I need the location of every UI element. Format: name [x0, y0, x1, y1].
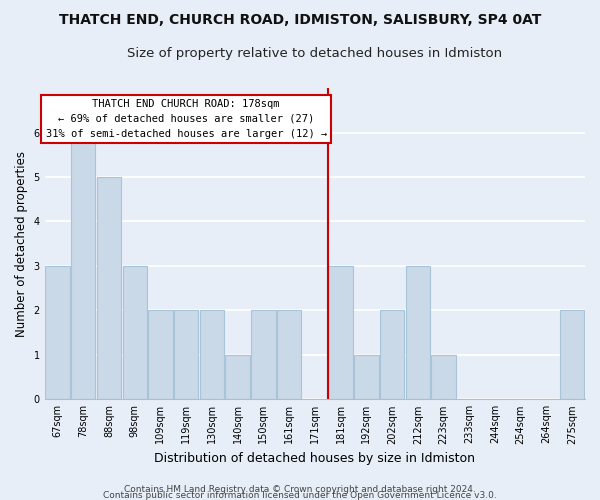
Text: THATCH END, CHURCH ROAD, IDMISTON, SALISBURY, SP4 0AT: THATCH END, CHURCH ROAD, IDMISTON, SALIS… [59, 12, 541, 26]
Bar [174, 310, 199, 400]
Bar [328, 266, 353, 400]
Bar [226, 355, 250, 400]
Bar [148, 310, 173, 400]
X-axis label: Distribution of detached houses by size in Idmiston: Distribution of detached houses by size … [154, 452, 475, 465]
Text: THATCH END CHURCH ROAD: 178sqm
← 69% of detached houses are smaller (27)
31% of : THATCH END CHURCH ROAD: 178sqm ← 69% of … [46, 99, 327, 139]
Bar [122, 266, 147, 400]
Bar [380, 310, 404, 400]
Bar [560, 310, 584, 400]
Bar [431, 355, 456, 400]
Bar [406, 266, 430, 400]
Text: Contains public sector information licensed under the Open Government Licence v3: Contains public sector information licen… [103, 490, 497, 500]
Title: Size of property relative to detached houses in Idmiston: Size of property relative to detached ho… [127, 48, 502, 60]
Bar [354, 355, 379, 400]
Bar [71, 132, 95, 400]
Bar [97, 177, 121, 400]
Bar [251, 310, 275, 400]
Bar [277, 310, 301, 400]
Bar [46, 266, 70, 400]
Y-axis label: Number of detached properties: Number of detached properties [15, 150, 28, 336]
Text: Contains HM Land Registry data © Crown copyright and database right 2024.: Contains HM Land Registry data © Crown c… [124, 485, 476, 494]
Bar [200, 310, 224, 400]
